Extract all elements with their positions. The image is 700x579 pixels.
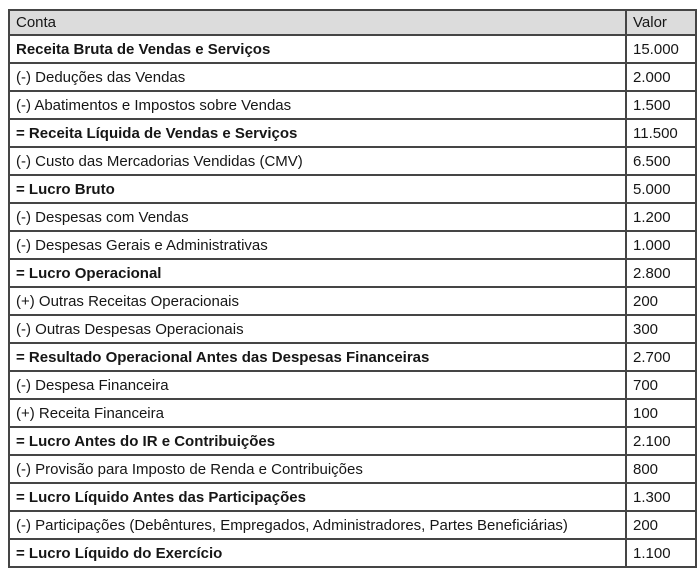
table-row: = Lucro Líquido Antes das Participações 1…	[8, 482, 697, 512]
table-row: = Lucro Líquido do Exercício 1.100	[8, 538, 697, 568]
table-row: (-) Despesa Financeira 700	[8, 370, 697, 400]
conta-cell: (-) Deduções das Vendas	[8, 62, 627, 92]
conta-cell: (+) Outras Receitas Operacionais	[8, 286, 627, 316]
table-head: Conta Valor	[8, 9, 697, 36]
table-row: (-) Provisão para Imposto de Renda e Con…	[8, 454, 697, 484]
column-header-conta: Conta	[8, 9, 627, 36]
table-row: (-) Abatimentos e Impostos sobre Vendas 1…	[8, 90, 697, 120]
conta-cell: (-) Provisão para Imposto de Renda e Con…	[8, 454, 627, 484]
table-row: (-) Outras Despesas Operacionais 300	[8, 314, 697, 344]
conta-cell: = Lucro Operacional	[8, 258, 627, 288]
valor-cell: 2.800	[625, 258, 697, 288]
header-row: Conta Valor	[8, 9, 697, 36]
valor-cell: 200	[625, 286, 697, 316]
table-row: (+) Outras Receitas Operacionais 200	[8, 286, 697, 316]
valor-cell: 100	[625, 398, 697, 428]
table-row: = Resultado Operacional Antes das Despes…	[8, 342, 697, 372]
conta-cell: (-) Abatimentos e Impostos sobre Vendas	[8, 90, 627, 120]
table-body: Receita Bruta de Vendas e Serviços 15.000…	[8, 34, 697, 568]
valor-cell: 1.100	[625, 538, 697, 568]
valor-cell: 200	[625, 510, 697, 540]
conta-cell: (-) Outras Despesas Operacionais	[8, 314, 627, 344]
conta-cell: = Receita Líquida de Vendas e Serviços	[8, 118, 627, 148]
valor-cell: 5.000	[625, 174, 697, 204]
table-row: (-) Despesas com Vendas 1.200	[8, 202, 697, 232]
conta-cell: Receita Bruta de Vendas e Serviços	[8, 34, 627, 64]
conta-cell: = Lucro Líquido do Exercício	[8, 538, 627, 568]
conta-cell: (+) Receita Financeira	[8, 398, 627, 428]
valor-cell: 1.000	[625, 230, 697, 260]
table-row: (-) Deduções das Vendas 2.000	[8, 62, 697, 92]
table-row: = Receita Líquida de Vendas e Serviços 11…	[8, 118, 697, 148]
conta-cell: = Lucro Bruto	[8, 174, 627, 204]
table-row: = Lucro Bruto 5.000	[8, 174, 697, 204]
conta-cell: (-) Despesas Gerais e Administrativas	[8, 230, 627, 260]
table-row: = Lucro Operacional 2.800	[8, 258, 697, 288]
conta-cell: (-) Participações (Debêntures, Empregado…	[8, 510, 627, 540]
valor-cell: 800	[625, 454, 697, 484]
conta-cell: (-) Despesa Financeira	[8, 370, 627, 400]
table-row: (-) Participações (Debêntures, Empregado…	[8, 510, 697, 540]
column-header-valor: Valor	[625, 9, 697, 36]
valor-cell: 11.500	[625, 118, 697, 148]
table-row: (-) Despesas Gerais e Administrativas 1.0…	[8, 230, 697, 260]
valor-cell: 1.300	[625, 482, 697, 512]
valor-cell: 15.000	[625, 34, 697, 64]
table-row: = Lucro Antes do IR e Contribuições 2.100	[8, 426, 697, 456]
valor-cell: 700	[625, 370, 697, 400]
conta-cell: = Lucro Antes do IR e Contribuições	[8, 426, 627, 456]
valor-cell: 1.200	[625, 202, 697, 232]
valor-cell: 2.100	[625, 426, 697, 456]
conta-cell: = Resultado Operacional Antes das Despes…	[8, 342, 627, 372]
conta-cell: (-) Custo das Mercadorias Vendidas (CMV)	[8, 146, 627, 176]
valor-cell: 2.700	[625, 342, 697, 372]
valor-cell: 2.000	[625, 62, 697, 92]
dre-table: Conta Valor Receita Bruta de Vendas e Se…	[8, 9, 697, 568]
conta-cell: (-) Despesas com Vendas	[8, 202, 627, 232]
valor-cell: 6.500	[625, 146, 697, 176]
conta-cell: = Lucro Líquido Antes das Participações	[8, 482, 627, 512]
valor-cell: 1.500	[625, 90, 697, 120]
valor-cell: 300	[625, 314, 697, 344]
table-row: (+) Receita Financeira 100	[8, 398, 697, 428]
table-row: (-) Custo das Mercadorias Vendidas (CMV)…	[8, 146, 697, 176]
table-row: Receita Bruta de Vendas e Serviços 15.000	[8, 34, 697, 64]
